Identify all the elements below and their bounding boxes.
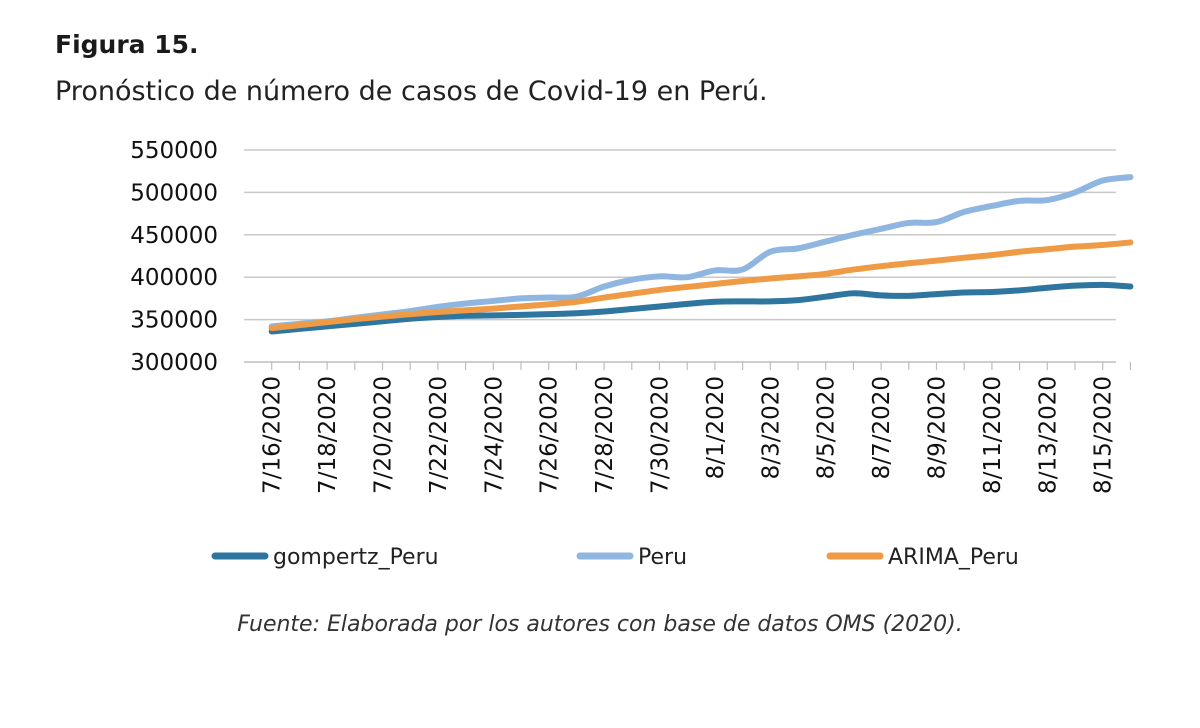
figure-title: Pronóstico de número de casos de Covid-1… xyxy=(55,76,768,107)
legend-label: Peru xyxy=(638,545,687,570)
x-tick-label: 8/5/2020 xyxy=(814,376,840,479)
x-tick-label: 8/15/2020 xyxy=(1091,376,1117,494)
figure-source: Fuente: Elaborada por los autores con ba… xyxy=(237,612,963,637)
legend-label: gompertz_Peru xyxy=(273,545,439,570)
y-tick-label: 450000 xyxy=(130,223,218,249)
x-tick-label: 7/26/2020 xyxy=(537,376,563,494)
y-tick-label: 550000 xyxy=(130,138,218,164)
x-tick-label: 8/1/2020 xyxy=(703,376,729,479)
x-tick-label: 8/9/2020 xyxy=(925,376,951,479)
series-line-peru xyxy=(268,174,1134,330)
legend-label: ARIMA_Peru xyxy=(888,545,1019,570)
x-tick-label: 8/11/2020 xyxy=(980,376,1006,494)
series-line-gompertz-peru xyxy=(268,281,1134,335)
y-tick-label: 500000 xyxy=(130,180,218,206)
y-tick-label: 400000 xyxy=(130,265,218,291)
series-lines xyxy=(268,174,1134,335)
x-tick-label: 7/24/2020 xyxy=(481,376,507,494)
x-tick-label: 8/13/2020 xyxy=(1035,376,1061,494)
line-chart: 300000 350000 400000 450000 500000 550000 7/1… xyxy=(130,138,1134,570)
y-axis-ticks: 300000 350000 400000 450000 500000 550000 xyxy=(130,138,218,376)
x-tick-label: 7/16/2020 xyxy=(260,376,286,494)
x-tick-label: 8/7/2020 xyxy=(869,376,895,479)
y-tick-label: 300000 xyxy=(130,350,218,376)
figure-label: Figura 15. xyxy=(55,30,199,59)
x-tick-label: 8/3/2020 xyxy=(758,376,784,479)
series-line-arima-peru xyxy=(268,239,1134,332)
x-axis: 7/16/2020 7/18/2020 7/20/2020 7/22/2020 7/24… xyxy=(244,361,1132,494)
x-tick-label: 7/22/2020 xyxy=(426,376,452,494)
x-tick-label: 7/30/2020 xyxy=(648,376,674,494)
y-tick-label: 350000 xyxy=(130,308,218,334)
legend: gompertz_Peru Peru ARIMA_Peru xyxy=(211,545,1019,570)
x-tick-label: 7/20/2020 xyxy=(371,376,397,494)
x-tick-label: 7/18/2020 xyxy=(315,376,341,494)
x-tick-label: 7/28/2020 xyxy=(592,376,618,494)
